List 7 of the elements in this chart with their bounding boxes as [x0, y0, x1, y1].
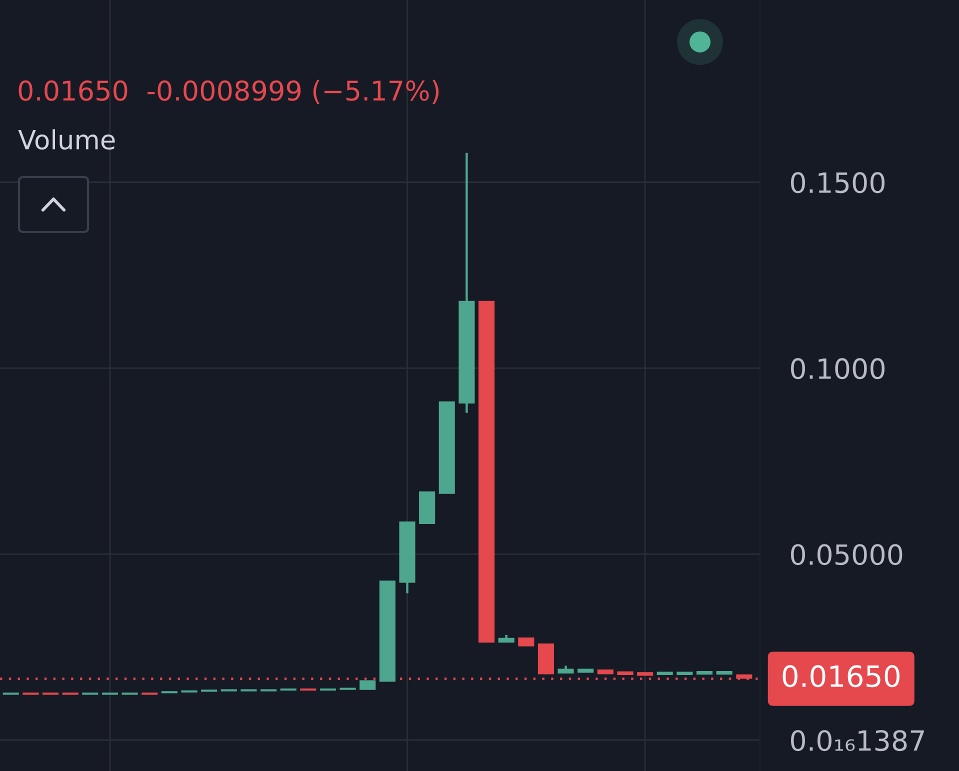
y-tick-label: 0.05000	[791, 544, 902, 566]
annotation: Volume	[18, 129, 115, 150]
text: 0.01650 -0.0008999 (−5.17%)	[18, 80, 439, 104]
y-tick-label: 0.1500	[791, 172, 885, 194]
ref-line-label: 0.01650	[782, 665, 900, 688]
y-tick-label: 0.1000	[791, 358, 885, 380]
y-tick-label: 0.0₁₆1387	[791, 730, 924, 752]
